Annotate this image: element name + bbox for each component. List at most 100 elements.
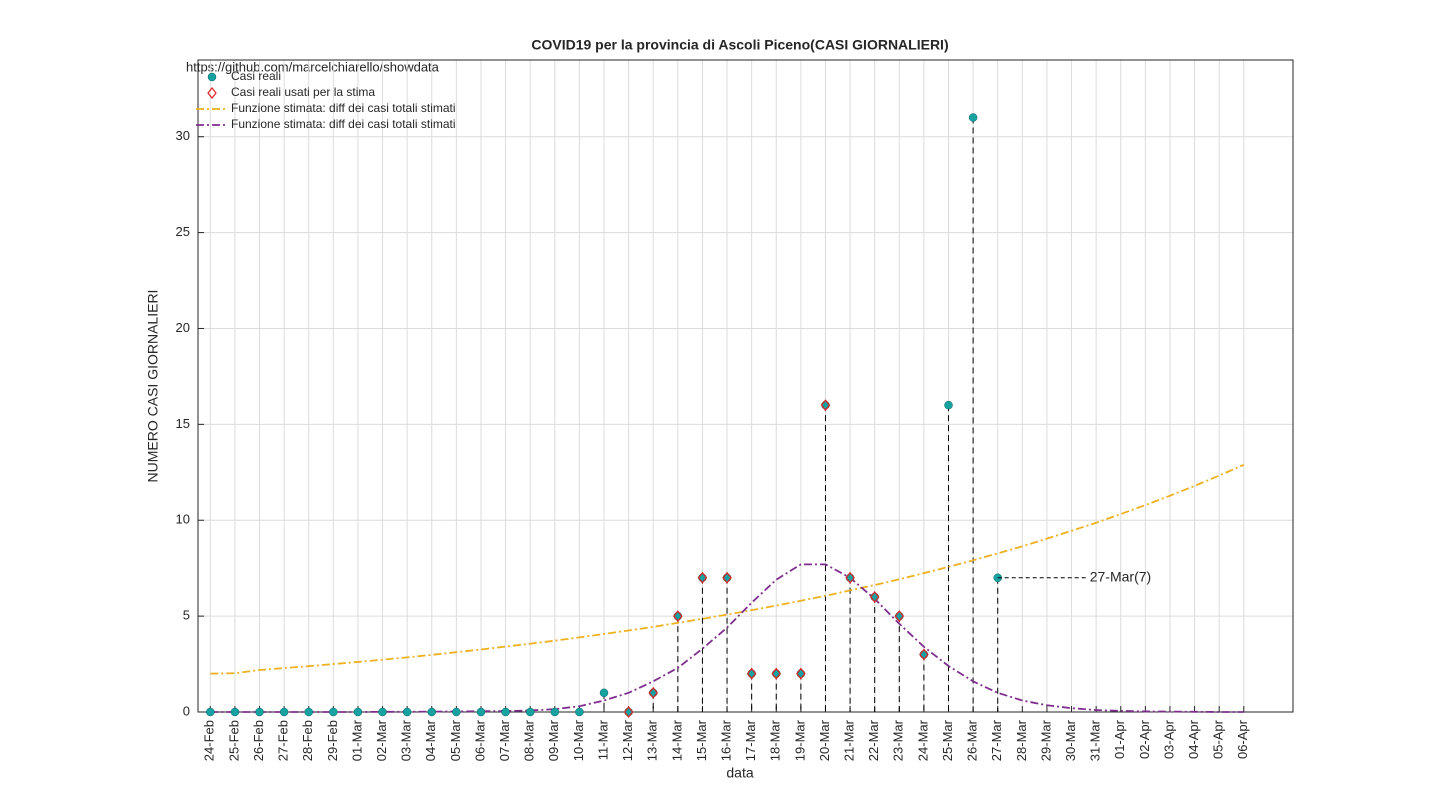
data-point (476, 707, 486, 717)
y-axis-label: NUMERO CASI GIORNALIERI (145, 290, 161, 483)
data-point (452, 707, 461, 717)
data-point (895, 611, 904, 621)
y-tick-label: 5 (183, 608, 190, 623)
x-tick-label: 17-Mar (743, 719, 758, 761)
x-tick-label: 26-Feb (251, 720, 266, 761)
series-line (210, 463, 1245, 675)
data-point (230, 707, 240, 717)
x-tick-label: 31-Mar (1088, 719, 1103, 761)
x-tick-label: 13-Mar (645, 719, 660, 761)
legend-marker (207, 72, 217, 82)
x-tick-label: 14-Mar (669, 719, 684, 761)
data-point (746, 667, 757, 680)
data-point (722, 571, 732, 584)
data-point (722, 573, 732, 583)
x-tick-label: 28-Feb (300, 720, 315, 761)
annotation: 27-Mar(7) (1090, 568, 1151, 584)
x-tick-label: 05-Apr (1211, 719, 1226, 759)
x-tick-label: 18-Mar (768, 719, 783, 761)
x-tick-label: 26-Mar (965, 719, 980, 761)
data-point (673, 611, 683, 621)
x-tick-label: 15-Mar (694, 719, 709, 761)
y-tick-label: 25 (176, 224, 190, 239)
data-point (968, 113, 978, 122)
data-point (648, 686, 658, 699)
x-tick-label: 05-Mar (448, 719, 463, 761)
data-point (870, 592, 879, 602)
y-tick-label: 0 (183, 703, 190, 718)
data-point (944, 400, 953, 410)
x-tick-label: 27-Mar (989, 719, 1004, 761)
data-point (772, 669, 781, 678)
x-tick-label: 08-Mar (522, 719, 537, 761)
x-tick-label: 11-Mar (595, 719, 610, 760)
x-tick-label: 02-Mar (374, 719, 389, 761)
data-point (525, 707, 535, 717)
x-tick-label: 27-Feb (276, 720, 291, 761)
source: https://github.com/marcelchiarello/showd… (186, 59, 440, 74)
data-point (796, 669, 806, 678)
x-tick-label: 04-Apr (1186, 719, 1201, 759)
data-point (845, 571, 855, 584)
data-point (869, 590, 880, 603)
x-tick-label: 21-Mar (842, 719, 857, 761)
y-tick-label: 20 (176, 320, 190, 335)
x-tick-label: 29-Mar (1038, 719, 1053, 761)
data-point (919, 648, 929, 661)
x-tick-label: 24-Mar (915, 719, 930, 761)
x-tick-label: 01-Mar (349, 719, 364, 761)
data-point (820, 399, 831, 412)
x-tick-label: 02-Apr (1137, 719, 1152, 759)
x-tick-label: 29-Feb (325, 720, 340, 761)
data-point (575, 707, 584, 717)
data-point (550, 707, 560, 717)
plot-frame (197, 59, 1294, 713)
data-point (821, 400, 830, 410)
x-tick-label: 07-Mar (497, 719, 512, 761)
data-point (255, 707, 264, 717)
x-tick-label: 01-Apr (1112, 719, 1127, 759)
legend-marker (207, 87, 217, 99)
data-point (894, 610, 905, 623)
data-point (698, 573, 707, 583)
x-tick-label: 16-Mar (718, 719, 733, 761)
x-tick-label: 04-Mar (423, 719, 438, 761)
legend-label: Casi reali usati per la stima (231, 85, 375, 99)
y-tick-label: 15 (176, 416, 190, 431)
data-point (771, 667, 782, 680)
x-tick-label: 10-Mar (571, 719, 586, 761)
x-tick-label: 06-Apr (1235, 719, 1250, 759)
data-point (697, 571, 708, 584)
x-axis-label: data (726, 765, 753, 781)
data-point (599, 688, 609, 698)
x-tick-label: 24-Feb (202, 720, 217, 761)
x-tick-label: 03-Apr (1161, 719, 1176, 759)
legend-label: Casi reali (231, 69, 281, 83)
y-tick-label: 30 (176, 128, 190, 143)
x-tick-label: 25-Mar (940, 719, 955, 761)
x-tick-label: 23-Mar (891, 719, 906, 761)
x-tick-label: 20-Mar (817, 719, 832, 761)
x-tick-label: 19-Mar (792, 719, 807, 761)
x-tick-label: 22-Mar (866, 719, 881, 761)
legend-label: Funzione stimata: diff dei casi totali s… (231, 117, 456, 131)
x-tick-label: 28-Mar (1014, 719, 1029, 761)
data-point (673, 610, 683, 623)
x-tick-label: 25-Feb (226, 720, 241, 761)
x-tick-label: 12-Mar (620, 719, 635, 761)
data-point (304, 707, 313, 717)
data-point (623, 706, 634, 718)
data-point (747, 669, 756, 678)
data-point (919, 650, 929, 659)
data-point (796, 667, 806, 680)
x-tick-label: 03-Mar (399, 719, 414, 761)
data-point (624, 707, 633, 717)
data-point (206, 707, 215, 717)
data-point (329, 707, 338, 717)
legend-label: Funzione stimata: diff dei casi totali s… (231, 101, 456, 115)
x-tick-label: 09-Mar (546, 719, 561, 761)
data-point (353, 707, 363, 717)
data-point (845, 573, 855, 583)
data-point (402, 707, 412, 717)
